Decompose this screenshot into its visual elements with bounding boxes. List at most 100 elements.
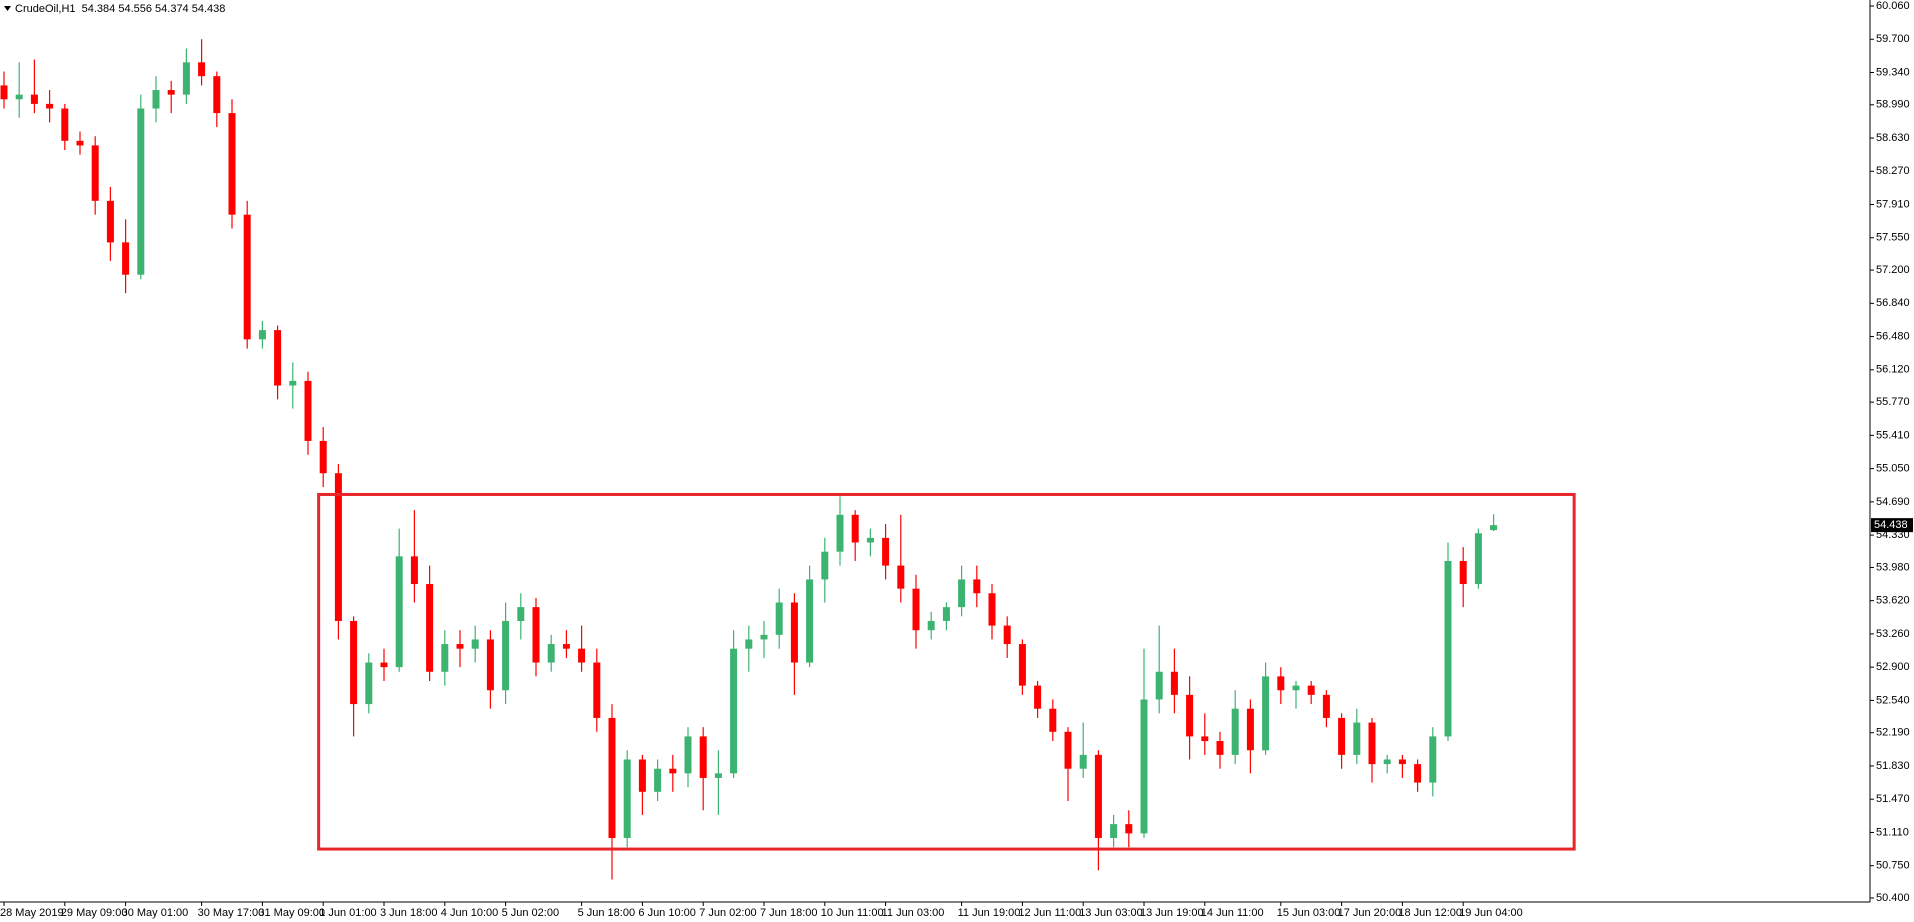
candle-body — [760, 634, 768, 640]
y-tick-label: 58.270 — [1876, 165, 1910, 177]
y-tick-label: 60.060 — [1876, 0, 1910, 12]
x-tick-label: 19 Jun 04:00 — [1459, 907, 1523, 919]
y-tick-label: 53.980 — [1876, 561, 1910, 573]
x-tick-label: 5 Jun 02:00 — [502, 907, 559, 919]
candle-body — [289, 380, 297, 386]
y-tick-label: 51.110 — [1876, 826, 1909, 838]
candle-body — [213, 76, 221, 114]
candle-body — [46, 103, 54, 109]
candle-body — [258, 330, 266, 340]
candle-body — [502, 620, 510, 691]
candle-body — [790, 602, 798, 663]
candle-body — [1094, 754, 1102, 838]
candle-body — [380, 662, 388, 668]
candle-body — [897, 565, 905, 589]
x-tick-label: 4 Jun 10:00 — [441, 907, 499, 919]
candle-body — [395, 556, 403, 668]
x-tick-label: 7 Jun 02:00 — [699, 907, 757, 919]
candle-body — [1034, 685, 1042, 709]
menu-triangle[interactable] — [4, 6, 11, 11]
y-tick-label: 56.840 — [1876, 297, 1910, 309]
candle-body — [806, 579, 814, 663]
candle-body — [1459, 560, 1467, 585]
candle-body — [61, 108, 69, 141]
candle-body — [1307, 685, 1315, 695]
candle-body — [1444, 560, 1452, 737]
candle-body — [30, 94, 38, 104]
candle-body — [441, 644, 449, 672]
x-tick-label: 6 Jun 10:00 — [638, 907, 696, 919]
y-tick-label: 59.700 — [1876, 33, 1910, 45]
candle-body — [1018, 644, 1026, 686]
x-tick-label: 15 Jun 03:00 — [1277, 907, 1341, 919]
candle-body — [608, 717, 616, 838]
x-tick-label: 13 Jun 03:00 — [1079, 907, 1143, 919]
candle-body — [547, 644, 555, 663]
candle-body — [76, 140, 84, 146]
candle-body — [593, 662, 601, 718]
x-tick-label: 5 Jun 18:00 — [578, 907, 636, 919]
x-tick-label: 13 Jun 19:00 — [1140, 907, 1204, 919]
candle-body — [137, 108, 145, 275]
y-tick-label: 57.200 — [1876, 264, 1910, 276]
candle-body — [1338, 717, 1346, 755]
candle-body — [988, 593, 996, 626]
candle-body — [167, 90, 175, 95]
y-tick-label: 52.900 — [1876, 661, 1910, 673]
y-tick-label: 55.770 — [1876, 396, 1910, 408]
x-tick-label: 10 Jun 11:00 — [821, 907, 884, 919]
x-tick-label: 11 Jun 03:00 — [882, 907, 945, 919]
x-tick-label: 11 Jun 19:00 — [958, 907, 1021, 919]
candle-body — [91, 145, 99, 201]
candle-body — [1079, 754, 1087, 769]
y-tick-label: 55.050 — [1876, 463, 1910, 475]
candle-body — [1216, 741, 1224, 755]
candle-body — [745, 639, 753, 649]
candle-body — [866, 537, 874, 543]
y-tick-label: 58.630 — [1876, 132, 1910, 144]
y-tick-label: 52.540 — [1876, 694, 1910, 706]
candle-body — [1170, 671, 1178, 695]
candle-body — [532, 607, 540, 663]
candle-body — [410, 556, 418, 585]
candle-body — [334, 473, 342, 621]
candle-body — [669, 768, 677, 774]
candle-body — [973, 579, 981, 594]
candle-body — [1110, 824, 1118, 838]
chart-title: CrudeOil,H1 54.384 54.556 54.374 54.438 — [15, 3, 225, 15]
y-tick-label: 51.470 — [1876, 793, 1910, 805]
y-tick-label: 55.410 — [1876, 429, 1910, 441]
candle-body — [517, 607, 525, 621]
candle-body — [1049, 708, 1057, 732]
y-tick-label: 53.620 — [1876, 595, 1910, 607]
candle-body — [882, 537, 890, 566]
candle-body — [1398, 759, 1406, 765]
x-tick-label: 30 May 17:00 — [198, 907, 265, 919]
y-tick-label: 54.690 — [1876, 496, 1910, 508]
x-tick-label: 30 May 01:00 — [122, 907, 189, 919]
last-price-label: 54.438 — [1874, 519, 1908, 531]
candle-body — [1186, 694, 1194, 737]
x-tick-label: 12 Jun 11:00 — [1018, 907, 1081, 919]
candle-body — [699, 736, 707, 778]
candle-body — [1292, 685, 1300, 691]
candle-body — [319, 440, 327, 474]
candle-body — [0, 85, 8, 100]
x-tick-label: 1 Jun 01:00 — [319, 907, 377, 919]
candle-body — [851, 514, 859, 543]
candle-body — [1368, 722, 1376, 765]
y-tick-label: 53.260 — [1876, 628, 1910, 640]
candle-body — [730, 648, 738, 774]
candle-body — [821, 551, 829, 580]
candle-body — [152, 90, 160, 109]
candle-body — [912, 588, 920, 631]
candle-body — [228, 113, 236, 215]
candle-body — [1231, 708, 1239, 755]
y-tick-label: 58.990 — [1876, 99, 1910, 111]
candle-body — [106, 200, 114, 243]
candle-body — [1140, 699, 1148, 834]
candle-body — [1353, 722, 1361, 755]
y-tick-label: 57.550 — [1876, 232, 1910, 244]
